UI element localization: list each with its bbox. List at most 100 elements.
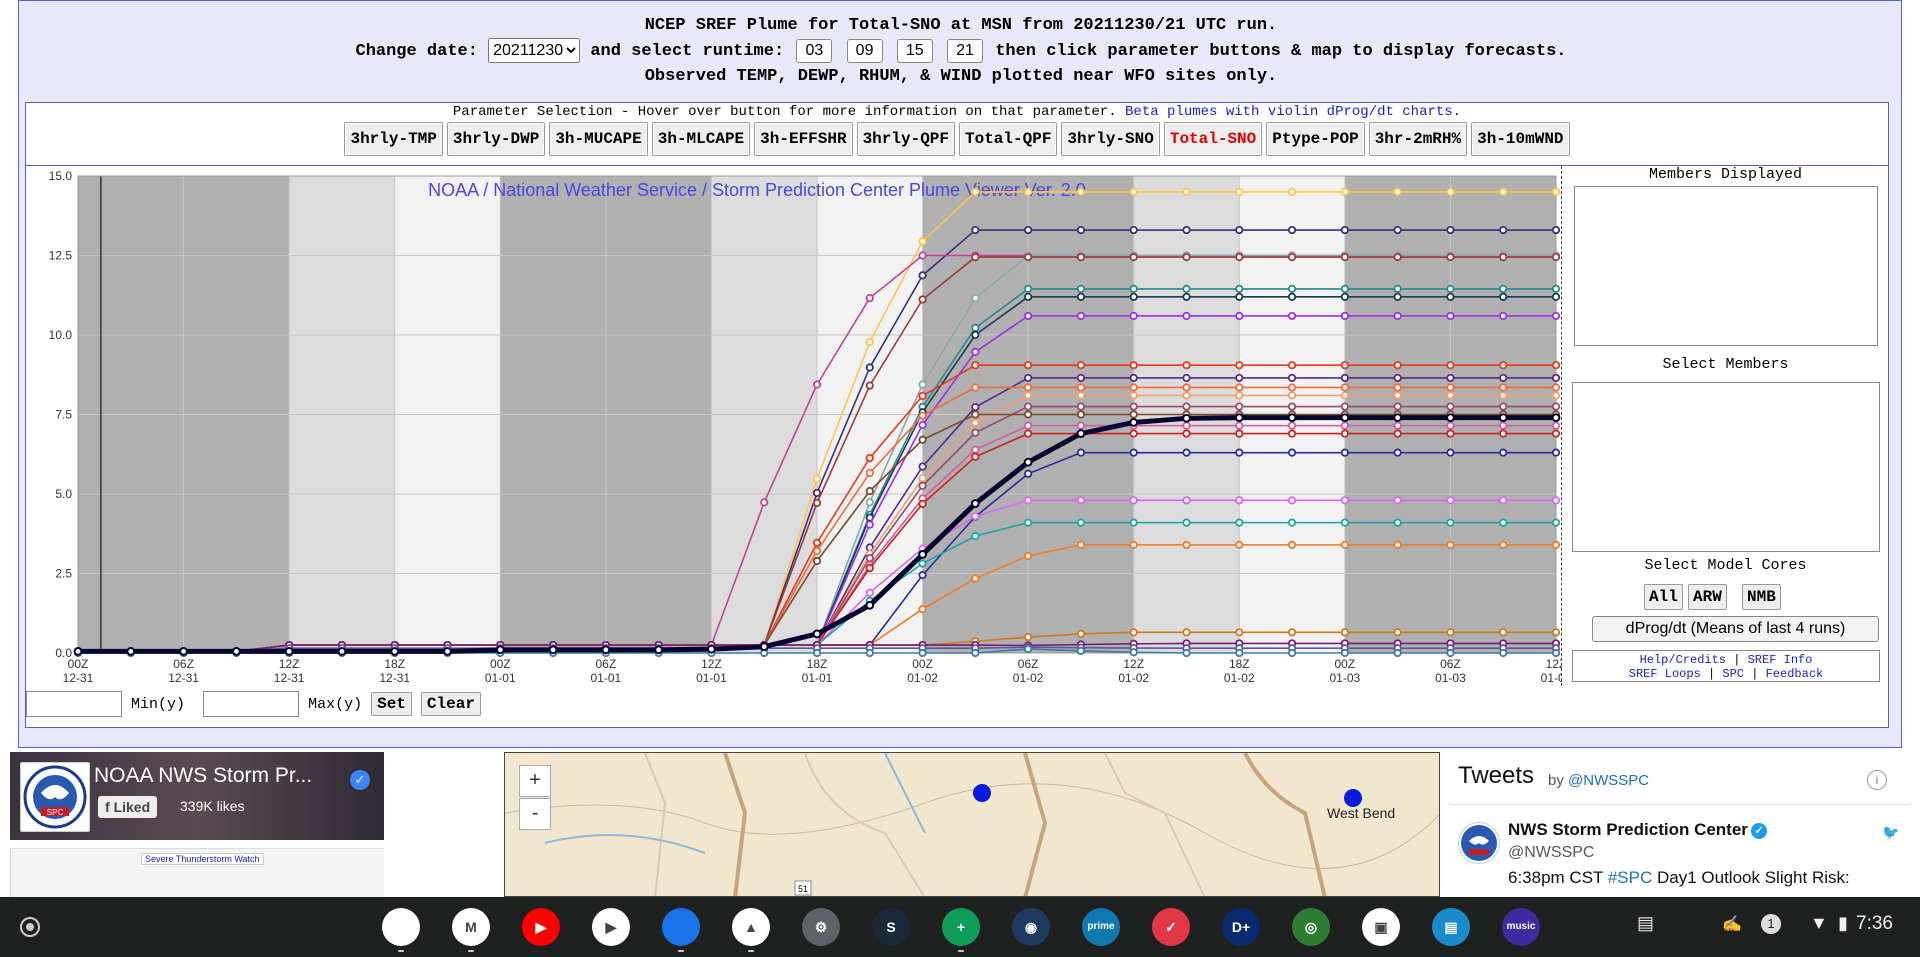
mean-point (918, 550, 927, 559)
youtube-icon[interactable]: ▶ (522, 908, 560, 946)
x-tick-label: 00Z (912, 657, 933, 671)
drive-icon[interactable]: ▲ (732, 908, 770, 946)
member-point (1182, 518, 1191, 527)
param-button-3hrly-sno[interactable]: 3hrly-SNO (1061, 122, 1160, 156)
x-tick-label: 18Z (807, 657, 828, 671)
param-button-3h-mucape[interactable]: 3h-MUCAPE (549, 122, 648, 156)
x-tick-label: 12Z (701, 657, 722, 671)
date-select[interactable]: 20211230 (488, 38, 581, 63)
member-point (1129, 410, 1138, 419)
member-point (1129, 402, 1138, 411)
runtime-09-button[interactable]: 09 (846, 38, 883, 63)
member-point (1551, 540, 1561, 549)
member-point (1446, 421, 1455, 430)
param-button-3h-effshr[interactable]: 3h-EFFSHR (754, 122, 853, 156)
holding-space-icon[interactable]: ▤ (1637, 913, 1655, 933)
ymin-input[interactable] (26, 691, 122, 717)
spc-link[interactable]: SPC (1722, 667, 1744, 681)
ymax-input[interactable] (203, 691, 300, 717)
param-button-3hr-2mrh-[interactable]: 3hr-2mRH% (1368, 122, 1468, 156)
facebook-widget[interactable]: SPC NOAA NWS Storm Pr... ✓ f Liked 339K … (10, 752, 384, 897)
member-point (1499, 361, 1508, 370)
stylus-icon[interactable]: ✍ (1722, 916, 1742, 933)
tweet-author-name[interactable]: NWS Storm Prediction Center ✓ (1508, 820, 1767, 840)
tweet-author-handle[interactable]: @NWSSPC (1508, 844, 1595, 861)
gamepad-icon[interactable]: ◉ (1012, 908, 1050, 946)
chart-title: NOAA / National Weather Service / Storm … (428, 180, 1086, 200)
param-button-3hrly-qpf[interactable]: 3hrly-QPF (856, 122, 955, 156)
pocket-icon[interactable]: ✓ (1152, 908, 1190, 946)
sref-info-link[interactable]: SREF Info (1747, 653, 1813, 667)
member-point (1076, 225, 1086, 235)
member-point (971, 418, 980, 427)
y-tick-label: 15.0 (49, 169, 73, 183)
core-all-button[interactable]: All (1644, 584, 1683, 610)
set-button[interactable]: Set (371, 692, 412, 716)
member-point (1551, 187, 1561, 196)
nws-logo: SPC (20, 762, 90, 832)
zoom-in-button[interactable]: + (519, 765, 551, 797)
facebook-page-name[interactable]: NOAA NWS Storm Pr... (94, 764, 313, 787)
select-members-list[interactable] (1572, 382, 1880, 552)
gmail-icon[interactable]: M (452, 908, 490, 946)
sheets-icon[interactable]: + (942, 908, 980, 946)
settings-icon[interactable]: ⚙ (802, 908, 840, 946)
x-tick-date-label: 01-02 (1013, 671, 1044, 685)
param-button-total-qpf[interactable]: Total-QPF (959, 122, 1058, 156)
member-point (1287, 187, 1297, 196)
facebook-liked-button[interactable]: f Liked (98, 796, 158, 818)
param-button-3h-10mwnd[interactable]: 3h-10mWND (1471, 122, 1570, 156)
members-displayed-label: Members Displayed (1648, 166, 1803, 183)
steam-icon[interactable]: S (872, 908, 910, 946)
runtime-03-button[interactable]: 03 (796, 38, 833, 63)
param-button-3hrly-dwp[interactable]: 3hrly-DWP (446, 122, 546, 156)
files-icon[interactable] (662, 908, 700, 946)
x-tick-date-label: 12-31 (379, 671, 410, 685)
feedback-link[interactable]: Feedback (1765, 667, 1824, 681)
member-point (1076, 448, 1086, 457)
member-point (1129, 628, 1138, 637)
member-point (1182, 252, 1191, 262)
member-point (1499, 402, 1508, 411)
nwsspc-link[interactable]: @NWSSPC (1568, 772, 1650, 789)
notification-count[interactable]: 1 (1761, 914, 1781, 934)
beta-plumes-link[interactable]: Beta plumes with violin dProg/dt charts. (1125, 104, 1462, 120)
launcher-icon[interactable] (20, 917, 40, 937)
param-button-3h-mlcape[interactable]: 3h-MLCAPE (651, 122, 751, 156)
twitter-bird-icon[interactable]: 🐦 (1882, 824, 1900, 840)
param-button-ptype-pop[interactable]: Ptype-POP (1266, 122, 1365, 156)
member-point (1076, 292, 1086, 301)
member-point (971, 323, 980, 332)
clear-button[interactable]: Clear (420, 692, 481, 716)
runtime-21-button[interactable]: 21 (946, 38, 983, 63)
runtime-15-button[interactable]: 15 (896, 38, 933, 63)
help-credits-link[interactable]: Help/Credits (1639, 653, 1726, 667)
play-store-icon[interactable]: ▶ (592, 908, 630, 946)
member-point (1182, 496, 1191, 505)
print-icon[interactable]: ▤ (1432, 908, 1470, 946)
core-nmb-button[interactable]: NMB (1742, 584, 1781, 610)
amazon-music-icon[interactable]: music (1502, 908, 1540, 946)
spc-hashtag[interactable]: #SPC (1607, 868, 1653, 887)
site-map[interactable]: 51 + - West Bend (504, 752, 1440, 897)
zoom-out-button[interactable]: - (519, 798, 551, 830)
nws-avatar[interactable] (1458, 822, 1500, 864)
prime-video-icon[interactable]: prime (1082, 908, 1120, 946)
info-icon[interactable]: i (1867, 770, 1887, 790)
facebook-post-map: Severe Thunderstorm Watch (10, 848, 384, 897)
members-displayed-list[interactable] (1574, 186, 1878, 346)
radar-icon[interactable]: ◎ (1292, 908, 1330, 946)
member-point (865, 648, 874, 658)
chrome-icon[interactable] (382, 908, 420, 946)
member-point (1287, 292, 1297, 301)
clock[interactable]: 7:36 (1856, 913, 1893, 934)
disney-plus-icon[interactable]: D+ (1222, 908, 1260, 946)
photo-icon[interactable]: ▣ (1362, 908, 1400, 946)
param-button-3hrly-tmp[interactable]: 3hrly-TMP (344, 122, 443, 156)
dprog-button[interactable]: dProg/dt (Means of last 4 runs) (1592, 616, 1879, 642)
member-point (1235, 648, 1244, 658)
param-button-total-sno[interactable]: Total-SNO (1163, 122, 1263, 156)
core-arw-button[interactable]: ARW (1688, 584, 1727, 610)
sref-loops-link[interactable]: SREF Loops (1628, 667, 1701, 681)
member-point (1340, 383, 1349, 392)
